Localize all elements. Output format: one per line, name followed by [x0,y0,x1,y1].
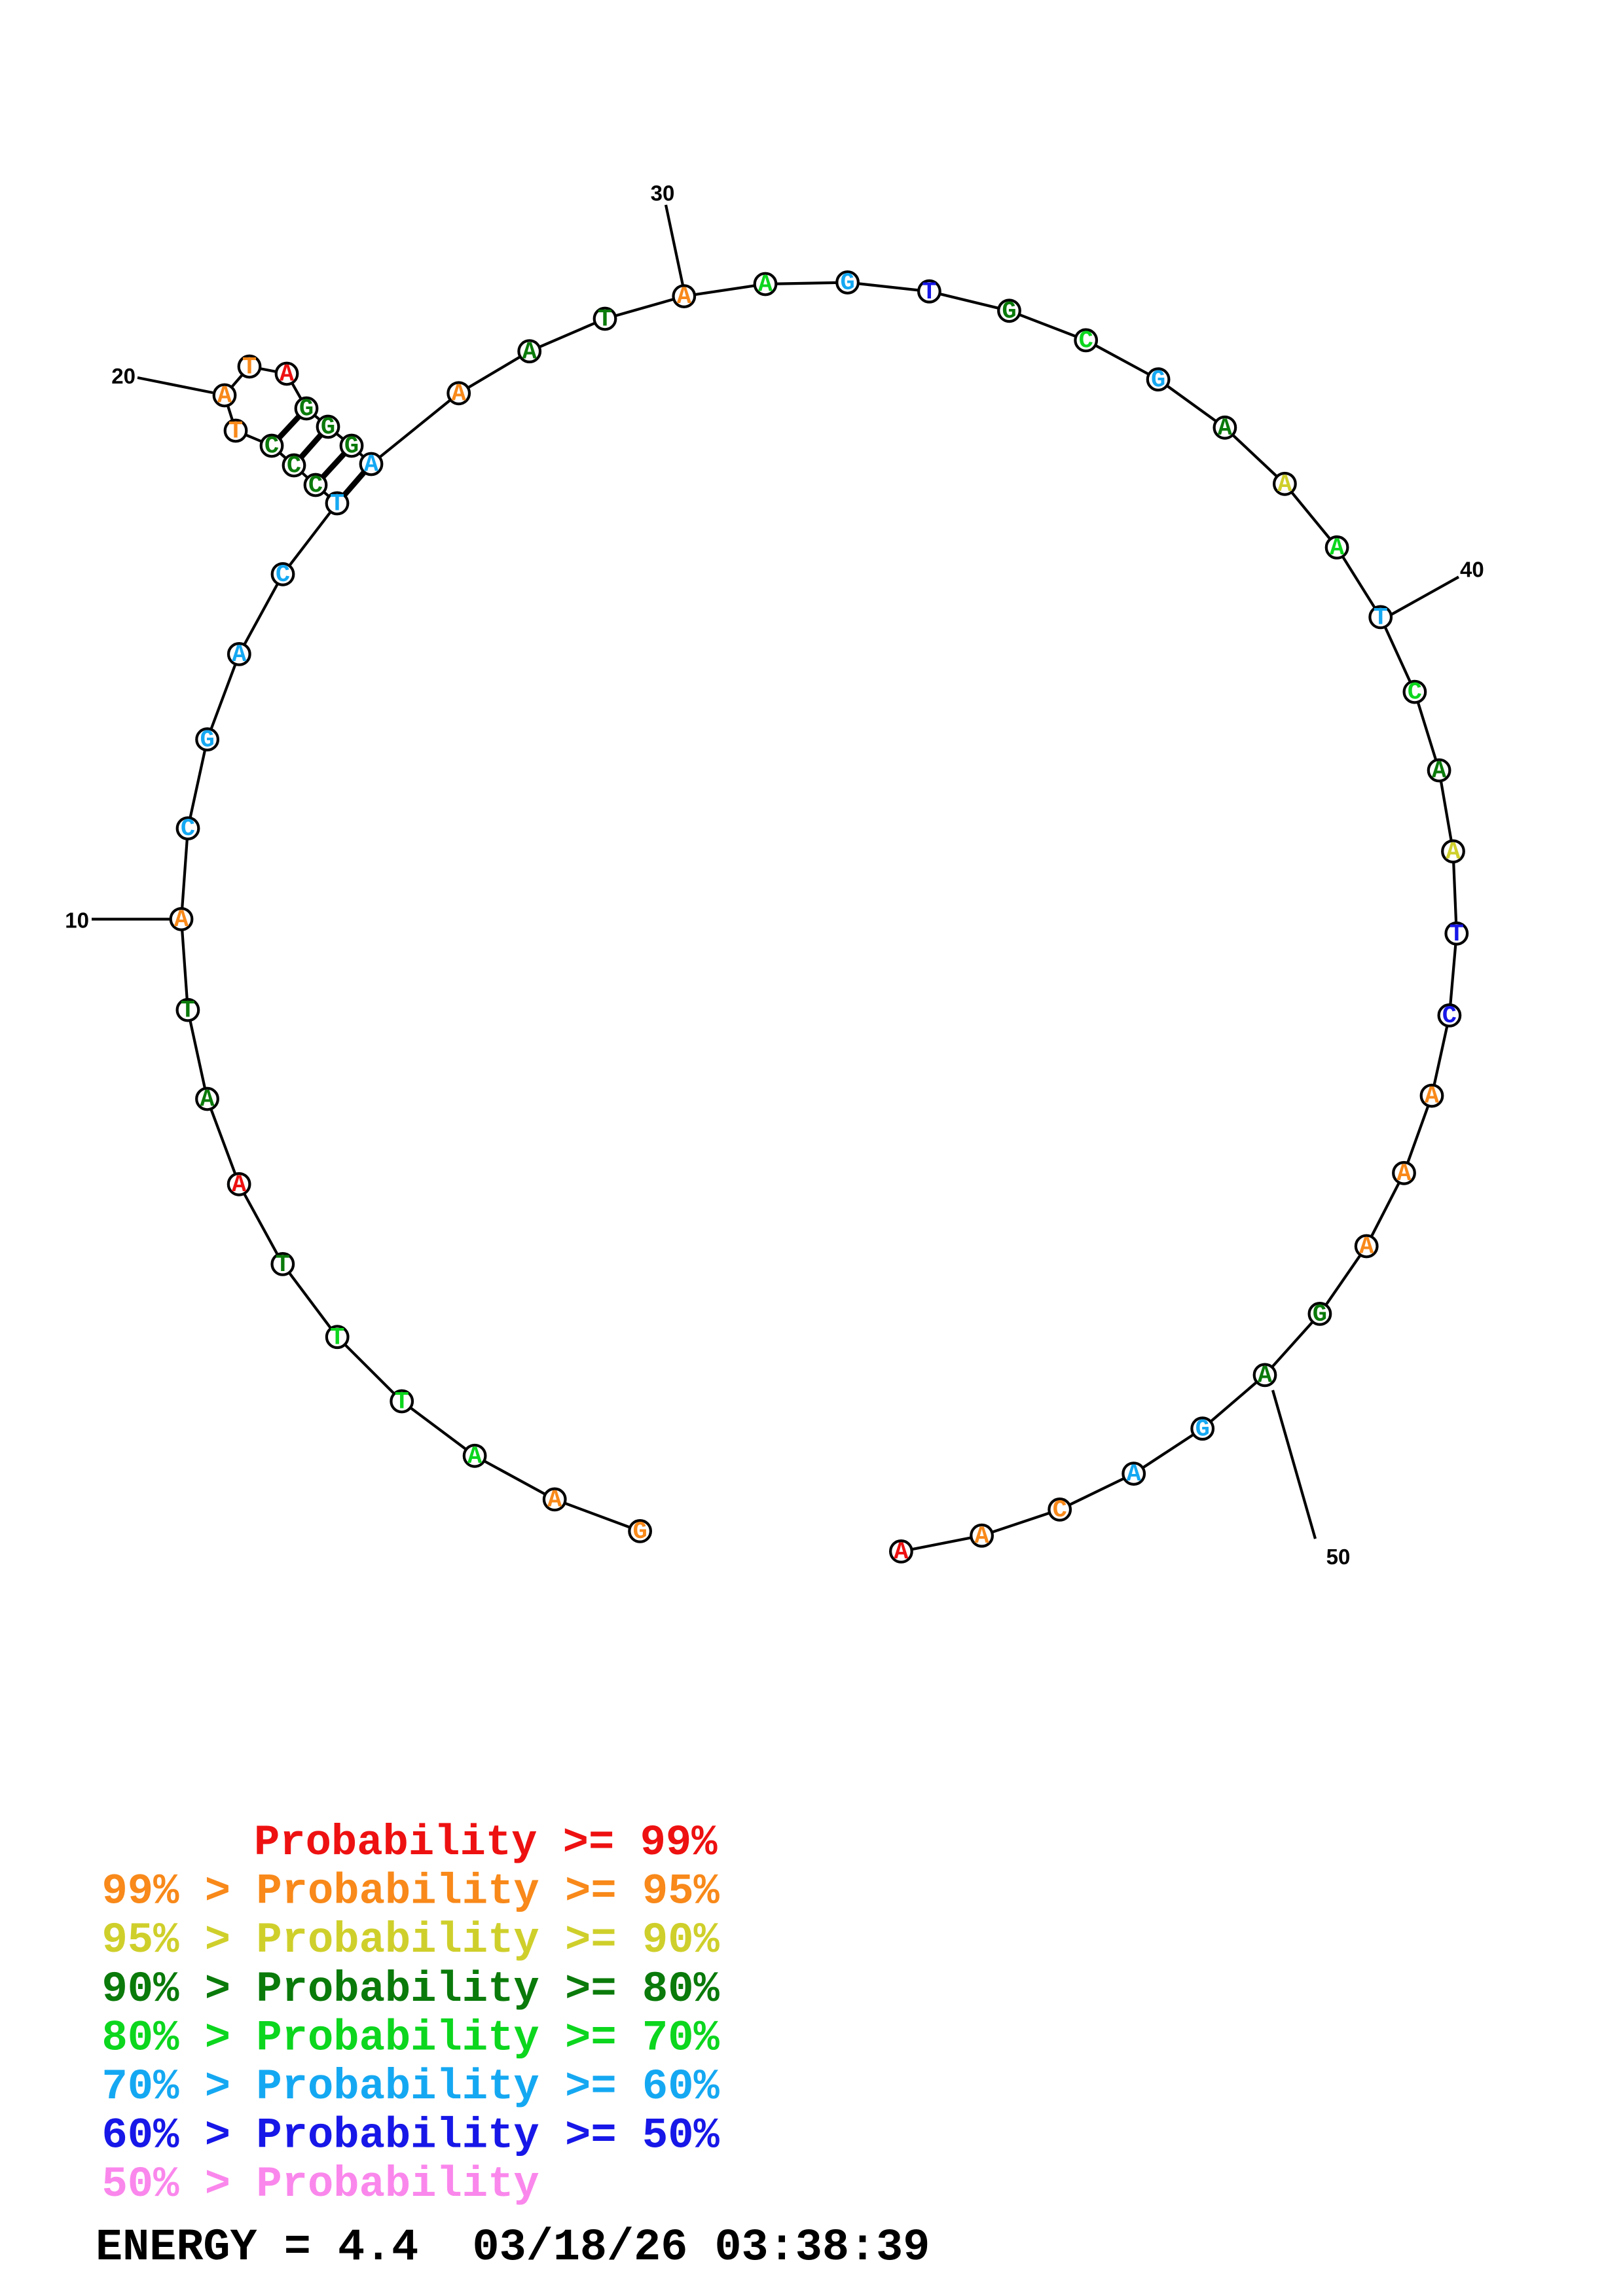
svg-text:A: A [200,1086,215,1114]
svg-text:A: A [280,361,295,389]
svg-text:A: A [1432,758,1447,785]
svg-text:ENERGY = 4.4 03/18/26 03:38:3: ENERGY = 4.4 03/18/26 03:38:39 [96,2222,930,2273]
svg-text:G: G [321,414,335,442]
svg-text:50% > Probability: 50% > Probability [102,2160,539,2209]
svg-text:70% > Probability >= 60%: 70% > Probability >= 60% [102,2062,720,2111]
svg-text:99% > Probability >= 95%: 99% > Probability >= 95% [102,1867,720,1916]
svg-text:Probability >= 99%: Probability >= 99% [254,1818,718,1867]
svg-text:G: G [1151,367,1165,394]
svg-text:A: A [974,1523,989,1551]
svg-text:C: C [287,453,301,480]
svg-text:A: A [217,383,232,410]
svg-text:T: T [922,279,936,306]
svg-text:G: G [344,433,359,461]
svg-text:G: G [1002,298,1016,325]
svg-text:A: A [1258,1363,1273,1390]
svg-text:A: A [1330,535,1345,562]
svg-text:A: A [677,283,692,311]
svg-text:A: A [1127,1461,1142,1488]
svg-text:90% > Probability >= 80%: 90% > Probability >= 80% [102,1965,720,2014]
svg-text:A: A [1425,1083,1440,1111]
svg-text:20: 20 [111,364,136,388]
svg-text:T: T [276,1251,290,1279]
svg-text:95% > Probability >= 90%: 95% > Probability >= 90% [102,1916,720,1965]
svg-text:A: A [1218,415,1233,442]
svg-text:C: C [264,433,279,461]
svg-text:C: C [1053,1497,1067,1524]
svg-text:80% > Probability >= 70%: 80% > Probability >= 70% [102,2013,720,2062]
svg-text:C: C [181,816,195,843]
svg-text:A: A [364,452,379,479]
svg-text:G: G [840,270,854,297]
svg-text:40: 40 [1460,558,1484,582]
svg-text:10: 10 [65,908,89,933]
svg-text:C: C [1079,328,1093,355]
svg-text:C: C [1442,1003,1457,1030]
svg-text:60% > Probability >= 50%: 60% > Probability >= 50% [102,2111,720,2161]
svg-text:A: A [1277,471,1292,499]
svg-text:G: G [1313,1301,1327,1329]
svg-text:A: A [452,380,467,408]
svg-text:G: G [632,1518,647,1546]
svg-text:T: T [1450,921,1464,948]
svg-text:T: T [395,1389,409,1416]
svg-text:A: A [467,1443,483,1471]
svg-text:T: T [330,1324,344,1352]
svg-text:A: A [547,1487,562,1515]
svg-text:A: A [232,641,247,669]
svg-text:T: T [598,306,612,334]
svg-text:30: 30 [651,181,675,206]
svg-text:G: G [299,396,314,423]
svg-text:A: A [232,1172,247,1199]
svg-text:A: A [1446,838,1461,866]
svg-text:A: A [522,338,538,366]
svg-text:A: A [174,906,189,934]
svg-text:A: A [1359,1234,1374,1261]
svg-text:C: C [1408,679,1422,707]
svg-text:T: T [1374,605,1388,632]
svg-text:G: G [1195,1416,1210,1443]
svg-text:T: T [181,997,195,1025]
svg-text:T: T [228,418,243,446]
svg-text:T: T [330,491,344,518]
svg-text:A: A [894,1539,909,1566]
svg-text:50: 50 [1326,1545,1351,1569]
svg-text:A: A [758,272,773,299]
svg-text:C: C [276,562,290,589]
svg-text:G: G [200,726,214,754]
svg-text:T: T [242,354,257,382]
svg-text:A: A [1396,1160,1412,1188]
svg-text:C: C [308,473,323,500]
